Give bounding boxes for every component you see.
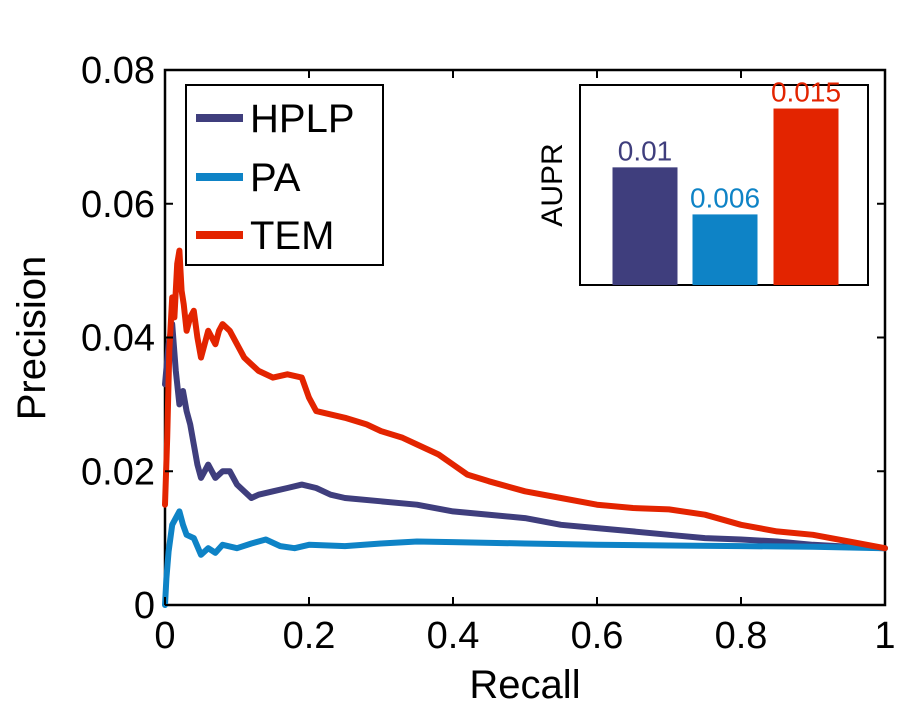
x-axis-label: Recall — [469, 663, 580, 707]
inset-bar-pa — [692, 214, 758, 285]
y-axis-label: Precision — [10, 256, 54, 421]
x-tick-label: 1 — [874, 615, 895, 657]
x-tick-label: 0.4 — [427, 615, 480, 657]
series-line-pa — [162, 508, 888, 608]
x-tick-label: 0.6 — [571, 615, 624, 657]
x-tick-label: 0 — [154, 615, 175, 657]
inset-bars: 0.01 0.006 0.015 — [612, 77, 841, 285]
y-tick-label: 0 — [134, 585, 155, 627]
x-tick-label: 0.8 — [715, 615, 768, 657]
inset-bar-value-pa: 0.006 — [690, 182, 760, 213]
inset-bar-tem — [773, 108, 839, 285]
legend-label-hplp: HPLP — [250, 97, 355, 141]
legend-label-tem: TEM — [250, 214, 334, 258]
x-axis: 0 0.2 0.4 0.6 0.8 1 — [154, 70, 896, 657]
legend-entry-pa: PA — [196, 156, 301, 200]
y-tick-label: 0.08 — [81, 50, 155, 92]
inset-bar-hplp — [612, 167, 678, 285]
inset-y-label: AUPR — [536, 143, 569, 226]
inset-bar-chart: AUPR 0.01 0.006 0.015 — [536, 77, 869, 286]
inset-bar-value-tem: 0.015 — [771, 77, 841, 108]
inset-bar-value-hplp: 0.01 — [618, 135, 673, 166]
series-layer — [162, 247, 888, 608]
y-tick-label: 0.02 — [81, 451, 155, 493]
x-tick-label: 0.2 — [283, 615, 336, 657]
y-axis: 0 0.02 0.04 0.06 0.08 — [81, 50, 885, 627]
legend-entry-hplp: HPLP — [196, 97, 355, 141]
series-line-tem — [162, 247, 888, 552]
y-tick-label: 0.06 — [81, 184, 155, 226]
series-line-hplp — [162, 321, 888, 552]
legend: HPLP PA TEM — [185, 84, 384, 266]
y-tick-label: 0.04 — [81, 318, 155, 360]
legend-label-pa: PA — [250, 156, 301, 200]
legend-entry-tem: TEM — [196, 214, 334, 258]
